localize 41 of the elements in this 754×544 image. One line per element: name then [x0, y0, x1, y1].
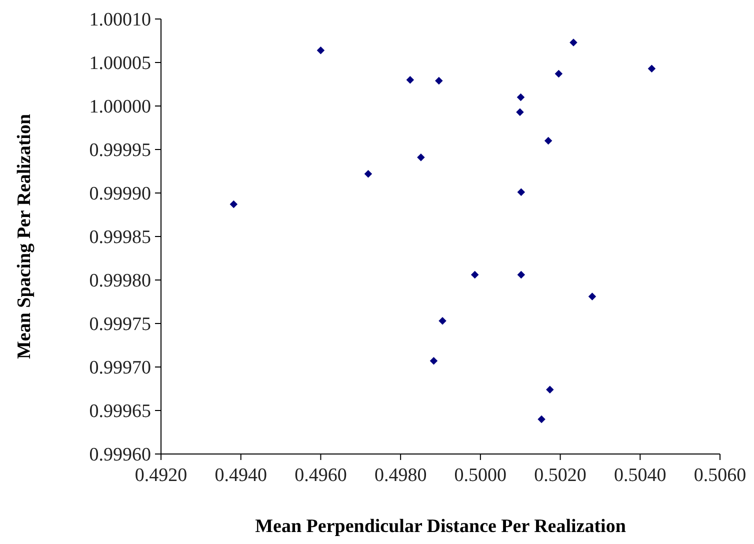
point — [544, 136, 552, 145]
x-tick-label: 0.5040 — [614, 465, 666, 486]
point — [430, 357, 438, 365]
point — [648, 64, 656, 72]
point — [554, 70, 563, 78]
y-tick-label: 0.99980 — [89, 270, 151, 292]
point — [546, 386, 554, 394]
point — [516, 93, 525, 102]
y-tick-label: 0.99990 — [89, 184, 151, 205]
x-tick-label: 0.4920 — [134, 465, 188, 486]
point — [588, 292, 596, 300]
point — [406, 76, 414, 84]
point — [438, 317, 446, 325]
point — [517, 188, 526, 196]
x-tick-label: 0.4980 — [374, 465, 427, 486]
y-tick-label: 1.00000 — [89, 96, 151, 118]
point — [538, 415, 546, 424]
point — [316, 46, 325, 54]
point — [230, 200, 238, 208]
y-tick-label: 0.99960 — [89, 444, 151, 466]
x-tick-label: 0.4960 — [294, 465, 347, 486]
x-tick-label: 0.5000 — [454, 465, 507, 486]
y-axis-title: Mean Spacing Per Realization — [14, 114, 35, 360]
point — [470, 270, 479, 279]
point — [435, 76, 443, 85]
point — [516, 108, 524, 116]
y-tick-label: 0.99985 — [89, 227, 151, 248]
point — [517, 270, 526, 279]
y-tick-label: 1.00010 — [89, 10, 151, 31]
x-tick-label: 0.5060 — [694, 465, 746, 486]
x-axis-title: Mean Perpendicular Distance Per Realization — [255, 516, 626, 537]
y-tick-label: 0.99975 — [89, 314, 151, 336]
y-tick-label: 0.99965 — [89, 401, 151, 422]
x-tick-label: 0.5020 — [534, 465, 586, 486]
y-tick-label: 0.99970 — [89, 358, 151, 379]
point — [570, 38, 578, 46]
point — [364, 170, 372, 178]
x-tick-label: 0.4940 — [214, 465, 267, 486]
y-tick-label: 0.99995 — [89, 140, 151, 162]
point — [417, 153, 425, 162]
y-tick-label: 1.00005 — [89, 53, 151, 74]
